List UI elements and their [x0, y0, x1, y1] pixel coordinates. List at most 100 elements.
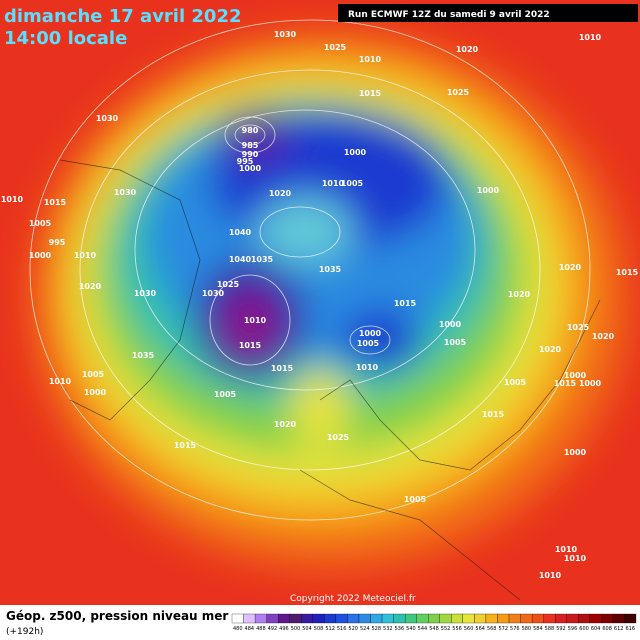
- isobar-label: 1000: [477, 186, 500, 195]
- scale-label: 608: [602, 626, 612, 632]
- scale-swatch: [462, 613, 475, 624]
- scale-swatch: [278, 613, 290, 624]
- scale-swatch: [358, 613, 371, 624]
- isobar-label: 1035: [251, 255, 274, 264]
- isobar-label: 1025: [327, 433, 350, 442]
- isobar-label: 1035: [319, 265, 342, 274]
- scale-label: 504: [302, 626, 312, 632]
- scale-swatch: [289, 613, 302, 624]
- scale-swatch: [324, 613, 337, 624]
- isobar-label: 1030: [114, 188, 137, 197]
- isobar-label: 1000: [579, 379, 602, 388]
- scale-label: 480: [233, 626, 243, 632]
- isobar-label: 1020: [539, 345, 562, 354]
- isobar-label: 1015: [44, 198, 67, 207]
- scale-swatch: [601, 613, 614, 624]
- isobar-label: 1005: [357, 339, 380, 348]
- scale-swatch: [531, 613, 544, 624]
- isobar-label: 1020: [456, 45, 479, 54]
- scale-swatch: [381, 613, 394, 624]
- scale-swatch: [370, 613, 383, 624]
- isobar-label: 1005: [504, 378, 527, 387]
- isobar-label: 1010: [49, 377, 72, 386]
- scale-label: 512: [325, 626, 335, 632]
- copyright: Copyright 2022 Meteociel.fr: [290, 594, 416, 604]
- scale-swatch: [520, 613, 533, 624]
- geopotential-field: [0, 0, 640, 605]
- isobar-label: 1005: [214, 390, 237, 399]
- isobar-label: 1010: [74, 251, 97, 260]
- scale-label: 524: [360, 626, 370, 632]
- scale-swatch: [589, 613, 602, 624]
- map-time: 14:00 locale: [4, 28, 127, 49]
- scale-swatch: [254, 613, 267, 624]
- isobar-label: 995: [237, 157, 254, 166]
- isobar-label: 1005: [29, 219, 52, 228]
- scale-label: 572: [498, 626, 508, 632]
- isobar-label: 990: [242, 150, 259, 159]
- scale-swatch: [404, 613, 417, 624]
- isobar-label: 1005: [444, 338, 467, 347]
- scale-swatch: [301, 613, 313, 624]
- scale-swatch: [231, 613, 244, 624]
- scale-swatch: [428, 613, 440, 624]
- isobar-label: 1015: [554, 379, 577, 388]
- scale-swatch: [497, 613, 510, 624]
- isobar-labels: 1030102510101020101010309809859909951000…: [1, 30, 639, 580]
- isobar-label: 1020: [508, 290, 531, 299]
- scale-label: 604: [591, 626, 601, 632]
- scale-swatch: [439, 613, 452, 624]
- isobar-label: 1025: [567, 323, 590, 332]
- map-date: dimanche 17 avril 2022: [4, 6, 242, 27]
- isobar-label: 985: [242, 141, 259, 150]
- isobar-label: 1015: [174, 441, 197, 450]
- scale-swatch: [393, 613, 406, 624]
- isobar-label: 1030: [134, 289, 157, 298]
- scale-label: 584: [533, 626, 543, 632]
- isobar-label: 1020: [269, 189, 292, 198]
- isobar-label: 1010: [356, 363, 379, 372]
- scale-label: 576: [510, 626, 520, 632]
- footer-lead: (+192h): [6, 627, 43, 637]
- isobar-label: 1000: [439, 320, 462, 329]
- scale-label: 484: [245, 626, 255, 632]
- scale-label: 580: [522, 626, 532, 632]
- scale-label: 496: [279, 626, 289, 632]
- scale-label: 520: [348, 626, 358, 632]
- scale-label: 596: [568, 626, 578, 632]
- scale-label: 492: [268, 626, 278, 632]
- scale-swatch: [578, 613, 590, 624]
- color-scale: 480 484 488 492 496 500 504 508 512 516 520 524 528 5…: [231, 613, 637, 632]
- scale-label: 616: [625, 626, 635, 632]
- scale-label: 500: [291, 626, 301, 632]
- run-info: Run ECMWF 12Z du samedi 9 avril 2022: [348, 10, 550, 20]
- isobar-label: 1020: [559, 263, 582, 272]
- scale-label: 560: [464, 626, 474, 632]
- scale-swatch: [347, 613, 360, 624]
- isobar-label: 1025: [324, 43, 347, 52]
- isobar-label: 1040: [229, 228, 252, 237]
- scale-label: 600: [579, 626, 589, 632]
- isobar-label: 1020: [592, 332, 615, 341]
- scale-swatch: [451, 613, 464, 624]
- isobar-label: 1035: [132, 351, 155, 360]
- isobar-label: 1020: [79, 282, 102, 291]
- scale-swatch: [508, 613, 521, 624]
- scale-label: 612: [614, 626, 624, 632]
- isobar-label: 1025: [447, 88, 470, 97]
- scale-swatch: [555, 613, 567, 624]
- isobar-label: 1040: [229, 255, 252, 264]
- scale-swatch: [312, 613, 325, 624]
- isobar-label: 1000: [29, 251, 52, 260]
- isobar-label: 1000: [564, 371, 587, 380]
- isobar-label: 1005: [341, 179, 364, 188]
- isobar-label: 1005: [82, 370, 105, 379]
- isobar-label: 1005: [404, 495, 427, 504]
- isobar-label: 1010: [1, 195, 24, 204]
- isobar-label: 1015: [394, 299, 417, 308]
- isobar-label: 1020: [274, 420, 297, 429]
- scale-label: 592: [556, 626, 566, 632]
- scale-label: 508: [314, 626, 324, 632]
- footer-title: Géop. z500, pression niveau mer: [6, 609, 228, 623]
